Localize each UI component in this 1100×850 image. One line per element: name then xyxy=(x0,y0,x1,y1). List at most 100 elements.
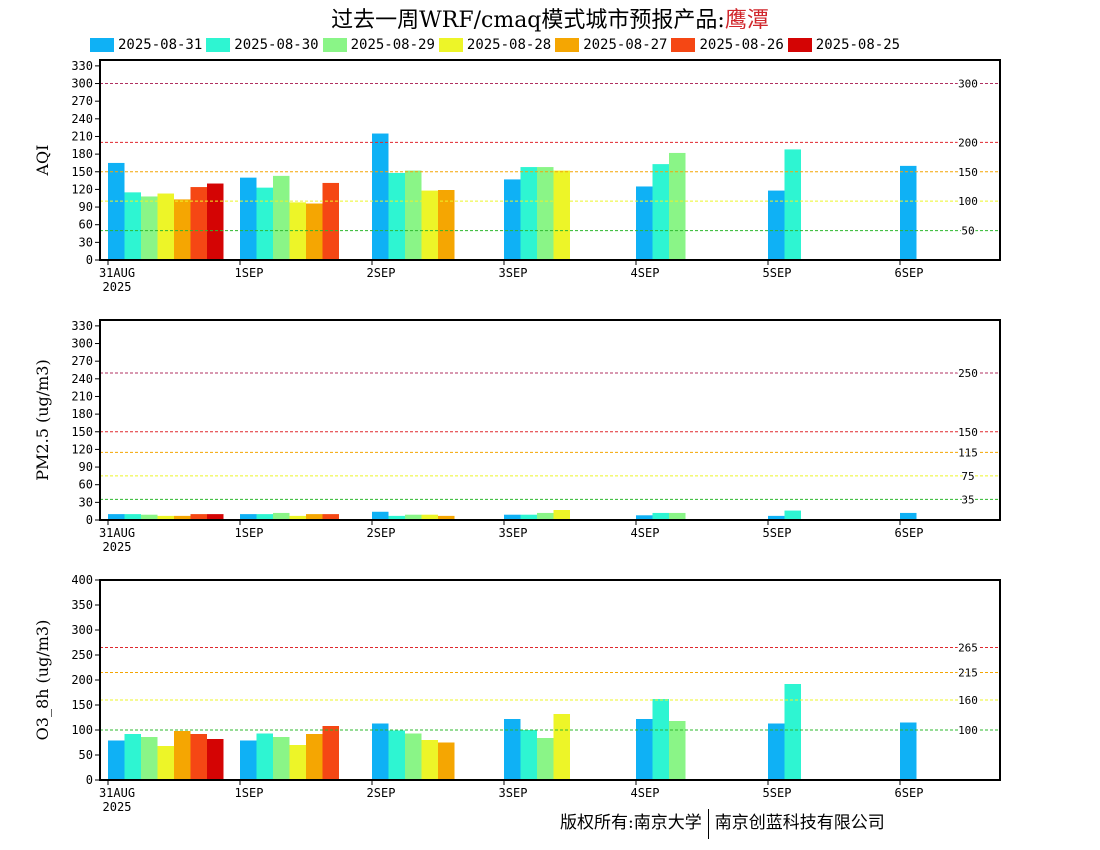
bar xyxy=(438,190,455,260)
x-tick-label: 1SEP xyxy=(235,526,264,540)
y-tick-label: 210 xyxy=(71,129,93,143)
y-tick-label: 30 xyxy=(79,495,93,509)
bar xyxy=(306,514,323,520)
bar xyxy=(190,187,207,260)
legend-swatch xyxy=(206,38,231,52)
y-axis-title: PM2.5 (ug/m3) xyxy=(33,359,52,480)
bar xyxy=(273,175,290,260)
legend-label: 2025-08-25 xyxy=(815,37,901,53)
y-tick-label: 180 xyxy=(71,407,93,421)
threshold-label: 75 xyxy=(961,470,974,483)
bar xyxy=(124,192,141,260)
threshold-label: 115 xyxy=(958,446,978,459)
bar xyxy=(900,512,917,520)
chart-title: 过去一周WRF/cmaq模式城市预报产品:鹰潭 xyxy=(0,2,1100,34)
bar xyxy=(784,510,801,520)
bar xyxy=(240,514,257,520)
bar xyxy=(652,512,669,520)
x-tick-label: 6SEP xyxy=(895,786,924,800)
threshold-label: 35 xyxy=(961,493,974,506)
bar xyxy=(438,515,455,520)
legend-swatch xyxy=(787,38,812,52)
x-tick-label: 5SEP xyxy=(763,266,792,280)
bar xyxy=(141,737,158,780)
bar xyxy=(636,186,653,260)
y-tick-label: 200 xyxy=(71,673,93,687)
bar xyxy=(537,167,554,260)
legend-item: 2025-08-30 xyxy=(206,37,319,53)
x-tick-label: 2SEP xyxy=(367,266,396,280)
bar xyxy=(108,162,125,260)
x-tick-label: 31AUG xyxy=(99,526,135,540)
title-prefix: 过去一周WRF/cmaq模式城市预报产品: xyxy=(331,8,725,33)
bar xyxy=(652,164,669,260)
y-tick-label: 300 xyxy=(71,337,93,351)
bar xyxy=(240,740,257,780)
y-tick-label: 240 xyxy=(71,112,93,126)
x-tick-label: 6SEP xyxy=(895,266,924,280)
x-tick-label: 6SEP xyxy=(895,526,924,540)
y-tick-label: 150 xyxy=(71,698,93,712)
bar xyxy=(190,514,207,520)
bar xyxy=(669,152,686,260)
x-tick-label: 31AUG xyxy=(99,266,135,280)
bar xyxy=(207,514,224,520)
y-tick-label: 30 xyxy=(79,235,93,249)
threshold-label: 150 xyxy=(958,426,978,439)
threshold-label: 50 xyxy=(961,225,974,238)
legend-item: 2025-08-29 xyxy=(322,37,435,53)
bar xyxy=(388,172,405,260)
bar xyxy=(157,515,174,520)
bar xyxy=(124,514,141,520)
bar xyxy=(256,187,273,260)
bar xyxy=(388,730,405,780)
y-tick-label: 330 xyxy=(71,59,93,73)
bar xyxy=(636,719,653,780)
y-tick-label: 240 xyxy=(71,372,93,386)
x-tick-label: 4SEP xyxy=(631,786,660,800)
y-tick-label: 250 xyxy=(71,648,93,662)
copyright-company: 南京创蓝科技有限公司 xyxy=(714,813,885,833)
y-tick-label: 120 xyxy=(71,442,93,456)
y-tick-label: 330 xyxy=(71,319,93,333)
y-tick-label: 90 xyxy=(79,460,93,474)
x-tick-label: 1SEP xyxy=(235,266,264,280)
x-tick-label: 5SEP xyxy=(763,786,792,800)
bar xyxy=(405,733,422,780)
threshold-label: 200 xyxy=(958,136,978,149)
x-tick-label: 2SEP xyxy=(367,786,396,800)
copyright-footer: 版权所有:南京大学 南京创蓝科技有限公司 xyxy=(560,808,885,839)
bar xyxy=(768,723,785,780)
bar xyxy=(157,746,174,780)
copyright-owner: 版权所有:南京大学 xyxy=(560,813,702,833)
bar xyxy=(174,515,191,520)
bar xyxy=(388,515,405,520)
bar xyxy=(289,202,306,260)
y-tick-label: 100 xyxy=(71,723,93,737)
y-tick-label: 150 xyxy=(71,165,93,179)
bar xyxy=(784,684,801,780)
bar xyxy=(504,719,521,780)
bar xyxy=(537,738,554,780)
bar xyxy=(636,515,653,520)
bar xyxy=(768,190,785,260)
legend-label: 2025-08-31 xyxy=(118,37,203,53)
bar xyxy=(372,511,389,520)
y-tick-label: 300 xyxy=(71,77,93,91)
bar xyxy=(174,731,191,780)
y-axis-title: AQI xyxy=(33,145,52,177)
plot-frame xyxy=(99,59,1001,261)
threshold-label: 100 xyxy=(958,195,978,208)
x-tick-label: 5SEP xyxy=(763,526,792,540)
bar xyxy=(273,512,290,520)
legend-swatch xyxy=(322,38,347,52)
bar xyxy=(141,196,158,260)
y-tick-label: 0 xyxy=(86,253,93,267)
legend-label: 2025-08-26 xyxy=(699,37,784,53)
legend: 2025-08-31 2025-08-30 2025-08-29 2025-08… xyxy=(90,36,904,54)
bar xyxy=(553,510,570,520)
bar xyxy=(124,734,141,780)
bar xyxy=(322,182,339,260)
bar xyxy=(273,737,290,780)
